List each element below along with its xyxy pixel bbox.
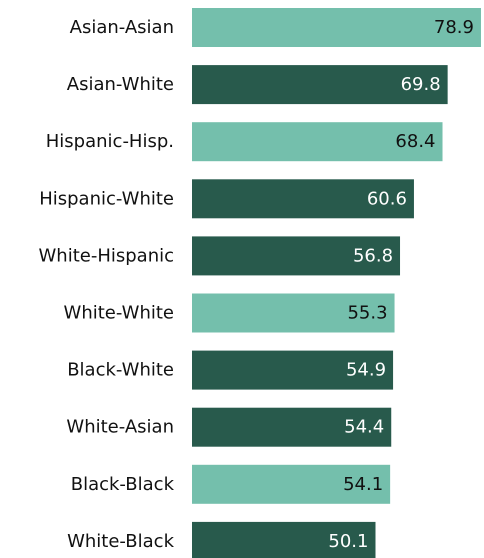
value-label: 56.8 [353,245,393,266]
bar [192,293,395,333]
category-label: White-Asian [66,417,174,438]
category-label: Hispanic-Hisp. [46,131,174,152]
value-label: 54.4 [344,417,384,438]
category-label: White-White [64,303,174,324]
bar [192,65,448,105]
value-label: 60.6 [367,188,407,209]
bar [192,521,376,558]
category-label: Asian-Asian [70,17,174,38]
bar [192,179,414,219]
value-label: 69.8 [401,74,441,95]
value-label: 55.3 [347,303,387,324]
value-label: 54.1 [343,474,383,495]
bar [192,236,401,276]
category-label: Asian-White [67,74,174,95]
value-label: 50.1 [328,531,368,552]
value-label: 54.9 [346,360,386,381]
value-label: 68.4 [395,131,435,152]
bar [192,8,481,47]
bar [192,407,392,447]
category-label: Black-White [67,360,174,381]
bar [192,464,391,504]
category-label: White-Hispanic [38,245,174,266]
bar [192,350,394,390]
category-label: Hispanic-White [39,188,174,209]
bar [192,122,443,162]
value-label: 78.9 [434,17,474,38]
category-label: White-Black [67,531,174,552]
category-label: Black-Black [71,474,175,495]
